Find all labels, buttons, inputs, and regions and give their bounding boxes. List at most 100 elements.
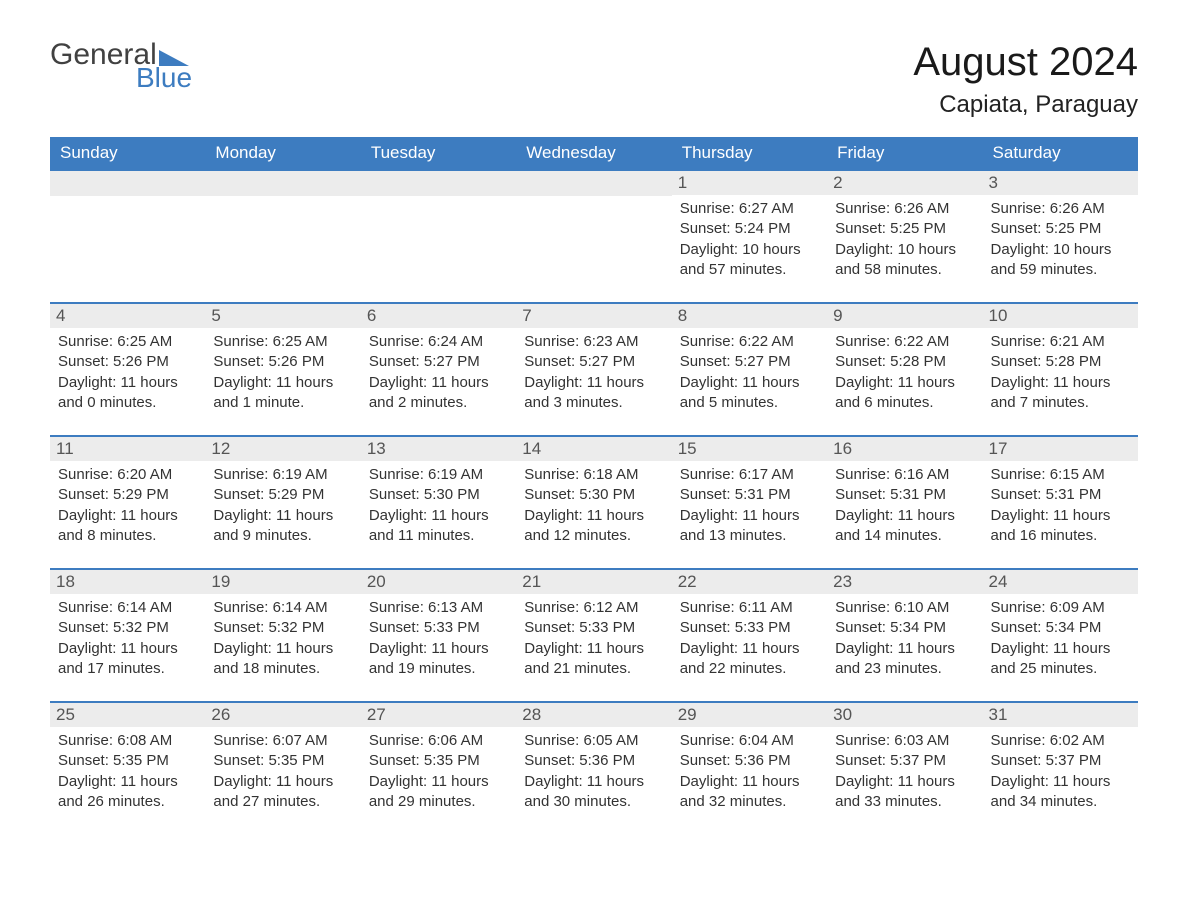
- sunrise-line: Sunrise: 6:22 AM: [680, 332, 821, 352]
- day-cell: 10Sunrise: 6:21 AMSunset: 5:28 PMDayligh…: [983, 303, 1138, 436]
- day-info: Sunrise: 6:24 AMSunset: 5:27 PMDaylight:…: [367, 332, 510, 413]
- day-cell: 30Sunrise: 6:03 AMSunset: 5:37 PMDayligh…: [827, 702, 982, 834]
- day-number: 21: [516, 570, 671, 594]
- day-cell: 18Sunrise: 6:14 AMSunset: 5:32 PMDayligh…: [50, 569, 205, 702]
- calendar-body: 1Sunrise: 6:27 AMSunset: 5:24 PMDaylight…: [50, 170, 1138, 834]
- daylight-line: Daylight: 11 hours and 30 minutes.: [524, 772, 665, 813]
- month-title: August 2024: [913, 40, 1138, 85]
- dow-header: Sunday: [50, 137, 205, 170]
- sunset-line: Sunset: 5:24 PM: [680, 219, 821, 239]
- day-number: 7: [516, 304, 671, 328]
- sunrise-line: Sunrise: 6:02 AM: [991, 731, 1132, 751]
- day-info: Sunrise: 6:12 AMSunset: 5:33 PMDaylight:…: [522, 598, 665, 679]
- location-label: Capiata, Paraguay: [913, 91, 1138, 119]
- sunrise-line: Sunrise: 6:03 AM: [835, 731, 976, 751]
- sunset-line: Sunset: 5:26 PM: [58, 352, 199, 372]
- sunrise-line: Sunrise: 6:14 AM: [213, 598, 354, 618]
- day-number: 24: [983, 570, 1138, 594]
- day-info: Sunrise: 6:15 AMSunset: 5:31 PMDaylight:…: [989, 465, 1132, 546]
- sunrise-line: Sunrise: 6:19 AM: [213, 465, 354, 485]
- day-cell: 6Sunrise: 6:24 AMSunset: 5:27 PMDaylight…: [361, 303, 516, 436]
- sunset-line: Sunset: 5:32 PM: [58, 618, 199, 638]
- daylight-line: Daylight: 10 hours and 58 minutes.: [835, 240, 976, 281]
- day-number: [516, 171, 671, 196]
- daylight-line: Daylight: 11 hours and 8 minutes.: [58, 506, 199, 547]
- sunrise-line: Sunrise: 6:16 AM: [835, 465, 976, 485]
- day-info: Sunrise: 6:25 AMSunset: 5:26 PMDaylight:…: [56, 332, 199, 413]
- day-cell: 27Sunrise: 6:06 AMSunset: 5:35 PMDayligh…: [361, 702, 516, 834]
- daylight-line: Daylight: 11 hours and 1 minute.: [213, 373, 354, 414]
- calendar-week-row: 4Sunrise: 6:25 AMSunset: 5:26 PMDaylight…: [50, 303, 1138, 436]
- dow-header-row: SundayMondayTuesdayWednesdayThursdayFrid…: [50, 137, 1138, 170]
- day-info: Sunrise: 6:26 AMSunset: 5:25 PMDaylight:…: [989, 199, 1132, 280]
- sunrise-line: Sunrise: 6:21 AM: [991, 332, 1132, 352]
- sunset-line: Sunset: 5:33 PM: [524, 618, 665, 638]
- sunrise-line: Sunrise: 6:07 AM: [213, 731, 354, 751]
- calendar-week-row: 11Sunrise: 6:20 AMSunset: 5:29 PMDayligh…: [50, 436, 1138, 569]
- day-cell: 28Sunrise: 6:05 AMSunset: 5:36 PMDayligh…: [516, 702, 671, 834]
- day-cell: 17Sunrise: 6:15 AMSunset: 5:31 PMDayligh…: [983, 436, 1138, 569]
- daylight-line: Daylight: 11 hours and 17 minutes.: [58, 639, 199, 680]
- daylight-line: Daylight: 11 hours and 27 minutes.: [213, 772, 354, 813]
- sunset-line: Sunset: 5:34 PM: [835, 618, 976, 638]
- day-cell: 7 Sunrise: 6:23 AMSunset: 5:27 PMDaylight…: [516, 303, 671, 436]
- sunrise-line: Sunrise: 6:23 AM: [524, 332, 665, 352]
- sunset-line: Sunset: 5:35 PM: [213, 751, 354, 771]
- sunrise-line: Sunrise: 6:19 AM: [369, 465, 510, 485]
- sunrise-line: Sunrise: 6:18 AM: [524, 465, 665, 485]
- calendar-table: SundayMondayTuesdayWednesdayThursdayFrid…: [50, 137, 1138, 834]
- dow-header: Thursday: [672, 137, 827, 170]
- daylight-line: Daylight: 11 hours and 33 minutes.: [835, 772, 976, 813]
- day-cell: 8Sunrise: 6:22 AMSunset: 5:27 PMDaylight…: [672, 303, 827, 436]
- daylight-line: Daylight: 11 hours and 29 minutes.: [369, 772, 510, 813]
- sunset-line: Sunset: 5:25 PM: [991, 219, 1132, 239]
- day-cell: 2 Sunrise: 6:26 AMSunset: 5:25 PMDaylight…: [827, 170, 982, 303]
- sunrise-line: Sunrise: 6:20 AM: [58, 465, 199, 485]
- day-info: Sunrise: 6:21 AMSunset: 5:28 PMDaylight:…: [989, 332, 1132, 413]
- sunset-line: Sunset: 5:30 PM: [369, 485, 510, 505]
- day-number: 25: [50, 703, 205, 727]
- daylight-line: Daylight: 11 hours and 3 minutes.: [524, 373, 665, 414]
- sunset-line: Sunset: 5:30 PM: [524, 485, 665, 505]
- day-cell: 3 Sunrise: 6:26 AMSunset: 5:25 PMDaylight…: [983, 170, 1138, 303]
- day-cell-empty: [361, 170, 516, 303]
- sunrise-line: Sunrise: 6:05 AM: [524, 731, 665, 751]
- day-number: 5: [205, 304, 360, 328]
- daylight-line: Daylight: 11 hours and 26 minutes.: [58, 772, 199, 813]
- sunset-line: Sunset: 5:36 PM: [524, 751, 665, 771]
- day-info: Sunrise: 6:19 AMSunset: 5:30 PMDaylight:…: [367, 465, 510, 546]
- day-info: Sunrise: 6:03 AMSunset: 5:37 PMDaylight:…: [833, 731, 976, 812]
- daylight-line: Daylight: 11 hours and 11 minutes.: [369, 506, 510, 547]
- sunset-line: Sunset: 5:29 PM: [213, 485, 354, 505]
- day-cell: 11Sunrise: 6:20 AMSunset: 5:29 PMDayligh…: [50, 436, 205, 569]
- day-cell: 29Sunrise: 6:04 AMSunset: 5:36 PMDayligh…: [672, 702, 827, 834]
- daylight-line: Daylight: 11 hours and 2 minutes.: [369, 373, 510, 414]
- day-number: 2: [827, 171, 982, 195]
- sunset-line: Sunset: 5:35 PM: [369, 751, 510, 771]
- sunset-line: Sunset: 5:28 PM: [835, 352, 976, 372]
- day-number: 31: [983, 703, 1138, 727]
- daylight-line: Daylight: 11 hours and 16 minutes.: [991, 506, 1132, 547]
- day-info: Sunrise: 6:14 AMSunset: 5:32 PMDaylight:…: [56, 598, 199, 679]
- day-cell: 24Sunrise: 6:09 AMSunset: 5:34 PMDayligh…: [983, 569, 1138, 702]
- day-cell: 12Sunrise: 6:19 AMSunset: 5:29 PMDayligh…: [205, 436, 360, 569]
- sunset-line: Sunset: 5:26 PM: [213, 352, 354, 372]
- day-cell: 5 Sunrise: 6:25 AMSunset: 5:26 PMDaylight…: [205, 303, 360, 436]
- calendar-week-row: 18Sunrise: 6:14 AMSunset: 5:32 PMDayligh…: [50, 569, 1138, 702]
- day-info: Sunrise: 6:26 AMSunset: 5:25 PMDaylight:…: [833, 199, 976, 280]
- day-info: Sunrise: 6:19 AMSunset: 5:29 PMDaylight:…: [211, 465, 354, 546]
- day-info: Sunrise: 6:11 AMSunset: 5:33 PMDaylight:…: [678, 598, 821, 679]
- day-number: 23: [827, 570, 982, 594]
- sunset-line: Sunset: 5:25 PM: [835, 219, 976, 239]
- sunrise-line: Sunrise: 6:10 AM: [835, 598, 976, 618]
- day-info: Sunrise: 6:17 AMSunset: 5:31 PMDaylight:…: [678, 465, 821, 546]
- day-info: Sunrise: 6:23 AMSunset: 5:27 PMDaylight:…: [522, 332, 665, 413]
- sunset-line: Sunset: 5:27 PM: [524, 352, 665, 372]
- daylight-line: Daylight: 11 hours and 7 minutes.: [991, 373, 1132, 414]
- sunrise-line: Sunrise: 6:04 AM: [680, 731, 821, 751]
- day-number: 3: [983, 171, 1138, 195]
- daylight-line: Daylight: 11 hours and 19 minutes.: [369, 639, 510, 680]
- day-info: Sunrise: 6:25 AMSunset: 5:26 PMDaylight:…: [211, 332, 354, 413]
- day-info: Sunrise: 6:10 AMSunset: 5:34 PMDaylight:…: [833, 598, 976, 679]
- day-info: Sunrise: 6:14 AMSunset: 5:32 PMDaylight:…: [211, 598, 354, 679]
